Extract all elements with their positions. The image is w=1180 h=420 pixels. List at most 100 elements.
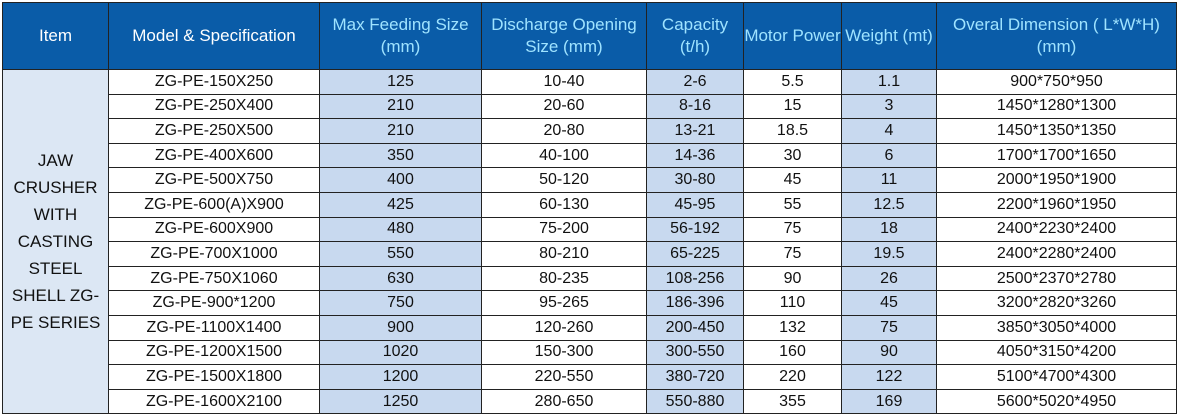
table-cell: 45-95 xyxy=(646,191,744,218)
table-cell: ZG-PE-1500X1800 xyxy=(108,364,320,390)
table-cell: 210 xyxy=(319,93,482,120)
header-cell: Weight (mt) xyxy=(841,2,937,70)
table-cell: 2400*2280*2400 xyxy=(936,241,1177,267)
table-cell: 3850*3050*4000 xyxy=(936,314,1177,341)
table-cell: 220-550 xyxy=(481,364,647,390)
table-cell: 12.5 xyxy=(841,191,937,218)
table-row: ZG-PE-250X500 210 20-80 13-21 18.5 4 1450*1350… xyxy=(3,118,1177,144)
header-row: Item Model & Specification Max Feeding Siz… xyxy=(2,2,1177,70)
table-cell: ZG-PE-250X500 xyxy=(108,118,320,144)
table-cell: 90 xyxy=(841,339,937,366)
table-cell: 120-260 xyxy=(481,314,647,341)
table-cell: 550 xyxy=(319,241,482,267)
table-cell: 75 xyxy=(743,216,842,243)
table-cell: 3200*2820*3260 xyxy=(936,290,1177,316)
table-cell: 122 xyxy=(841,364,937,390)
table-row: JAW CRUSHER WITH CASTING STEEL SHELL ZG-… xyxy=(2,68,1177,415)
header-cell: Motor Power xyxy=(743,2,842,70)
table-cell: ZG-PE-500X750 xyxy=(108,167,320,193)
table-cell: ZG-PE-750X1060 xyxy=(108,265,320,292)
table-cell: 1.1 xyxy=(841,69,937,95)
table-cell: 186-396 xyxy=(646,290,744,316)
table-cell: 95-265 xyxy=(481,290,647,316)
table-cell: 150-300 xyxy=(481,339,647,366)
table-cell: 169 xyxy=(841,388,937,415)
table-cell: 8-16 xyxy=(646,93,744,120)
table-row: ZG-PE-600(A)X900 425 60-130 45-95 55 12.5 2200… xyxy=(3,191,1177,218)
table-cell: ZG-PE-700X1000 xyxy=(108,241,320,267)
table-cell: 425 xyxy=(319,191,482,218)
table-cell: 10-40 xyxy=(481,69,647,95)
table-cell: 2500*2370*2780 xyxy=(936,265,1177,292)
table-cell: 2400*2230*2400 xyxy=(936,216,1177,243)
table-row: ZG-PE-700X1000 550 80-210 65-225 75 19.5 2400*… xyxy=(3,241,1177,267)
table-cell: 355 xyxy=(743,388,842,415)
table-cell: 110 xyxy=(743,290,842,316)
header-cell: Overal Dimension ( L*W*H) (mm) xyxy=(936,2,1177,70)
table-cell: 300-550 xyxy=(646,339,744,366)
table-cell: 1250 xyxy=(319,388,482,415)
table-cell: 65-225 xyxy=(646,241,744,267)
table-cell: 400 xyxy=(319,167,482,193)
table-cell: 5.5 xyxy=(743,69,842,95)
table-cell: 5600*5020*4950 xyxy=(936,388,1177,415)
table-cell: 56-192 xyxy=(646,216,744,243)
table-cell: 200-450 xyxy=(646,314,744,341)
table-cell: 13-21 xyxy=(646,118,744,144)
table-cell: 1020 xyxy=(319,339,482,366)
table-cell: 26 xyxy=(841,265,937,292)
table-cell: 380-720 xyxy=(646,364,744,390)
header-cell: Item xyxy=(2,2,109,70)
table-cell: 50-120 xyxy=(481,167,647,193)
table-body: JAW CRUSHER WITH CASTING STEEL SHELL ZG-… xyxy=(2,68,1177,415)
table-cell: 2000*1950*1900 xyxy=(936,167,1177,193)
table-cell: 30-80 xyxy=(646,167,744,193)
table-cell: 15 xyxy=(743,93,842,120)
table-cell: 750 xyxy=(319,290,482,316)
header-cell: Capacity (t/h) xyxy=(646,2,744,70)
table-cell: 3 xyxy=(841,93,937,120)
table-cell: 80-210 xyxy=(481,241,647,267)
table-cell: 40-100 xyxy=(481,142,647,169)
table-cell: ZG-PE-1600X2100 xyxy=(108,388,320,415)
table-cell: 75 xyxy=(743,241,842,267)
table-row: ZG-PE-250X400 210 20-60 8-16 15 3 1450*1280*13… xyxy=(3,93,1177,120)
table-cell: 90 xyxy=(743,265,842,292)
table-cell: 210 xyxy=(319,118,482,144)
table-row: ZG-PE-600X900 480 75-200 56-192 75 18 2400*223… xyxy=(3,216,1177,243)
table-cell: 11 xyxy=(841,167,937,193)
header-cell: Model & Specification xyxy=(108,2,320,70)
table-cell: 4050*3150*4200 xyxy=(936,339,1177,366)
table-cell: ZG-PE-400X600 xyxy=(108,142,320,169)
header-cell: Max Feeding Size (mm) xyxy=(319,2,482,70)
table-cell: 19.5 xyxy=(841,241,937,267)
table-cell: 5100*4700*4300 xyxy=(936,364,1177,390)
table-cell: 18.5 xyxy=(743,118,842,144)
table-row: ZG-PE-1200X1500 1020 150-300 300-550 160 90 40… xyxy=(3,339,1177,366)
table-cell: 75-200 xyxy=(481,216,647,243)
table-cell: 55 xyxy=(743,191,842,218)
table-cell: ZG-PE-150X250 xyxy=(108,69,320,95)
table-cell: ZG-PE-900*1200 xyxy=(108,290,320,316)
table-cell: 80-235 xyxy=(481,265,647,292)
table-cell: ZG-PE-600(A)X900 xyxy=(108,191,320,218)
table-cell: 1700*1700*1650 xyxy=(936,142,1177,169)
table-cell: 1450*1350*1350 xyxy=(936,118,1177,144)
table-cell: 2-6 xyxy=(646,69,744,95)
table-cell: ZG-PE-600X900 xyxy=(108,216,320,243)
table-cell: 125 xyxy=(319,69,482,95)
table-cell: 132 xyxy=(743,314,842,341)
table-cell: 45 xyxy=(743,167,842,193)
table-row: ZG-PE-400X600 350 40-100 14-36 30 6 1700*1700*… xyxy=(3,142,1177,169)
table-row: ZG-PE-1100X1400 900 120-260 200-450 132 75 385… xyxy=(3,314,1177,341)
table-cell: 4 xyxy=(841,118,937,144)
spec-table: Item Model & Specification Max Feeding Siz… xyxy=(2,2,1177,415)
table-cell: 20-80 xyxy=(481,118,647,144)
table-cell: 1450*1280*1300 xyxy=(936,93,1177,120)
table-cell: 60-130 xyxy=(481,191,647,218)
table-cell: ZG-PE-1200X1500 xyxy=(108,339,320,366)
table-cell: 630 xyxy=(319,265,482,292)
header-cell: Discharge Opening Size (mm) xyxy=(481,2,647,70)
table-cell: 45 xyxy=(841,290,937,316)
